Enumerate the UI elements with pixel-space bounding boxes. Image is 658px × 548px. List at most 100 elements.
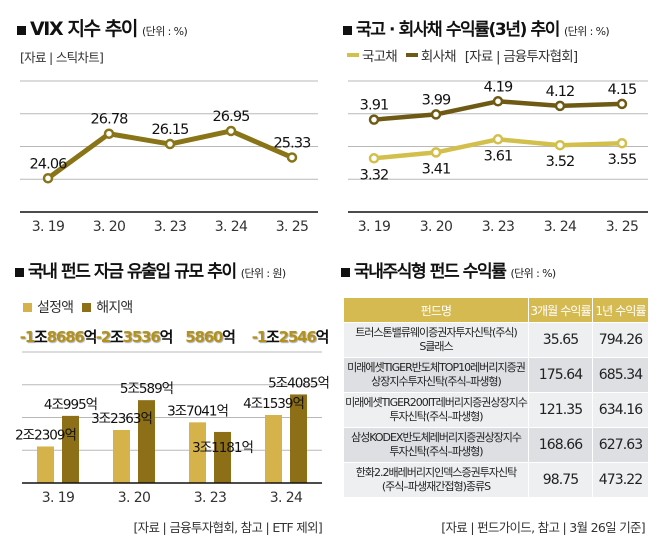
return-1y-cell: 627.63 — [592, 427, 649, 463]
return-3m-cell: 35.65 — [528, 322, 593, 358]
bond-title-text: 국고 · 회사채 수익률(3년) 추이 — [356, 20, 560, 40]
redemption-bar — [290, 394, 307, 483]
return-3m-cell: 121.35 — [528, 392, 593, 428]
fund-flow-source: [자료 | 금융투자협회, 참고 | ETF 제외] — [133, 520, 322, 535]
vix-unit-text: (단위 : %) — [141, 25, 188, 38]
vix-chart-title: VIX 지수 추이 (단위 : %) — [17, 14, 188, 41]
gov-bond-data-label: 3.61 — [484, 148, 513, 164]
x-tick-label: 3. 20 — [118, 490, 151, 506]
col-header-3m-return: 3개월 수익률 — [528, 297, 593, 323]
fund-returns-title-text: 국내주식형 펀드 수익률 — [354, 262, 507, 282]
legend-gov-bond-swatch — [347, 53, 359, 57]
gov-bond-data-label: 3.55 — [608, 152, 637, 168]
gov-bond-data-label: 3.41 — [422, 161, 451, 177]
gov-bond-data-label: 3.32 — [360, 167, 389, 183]
net-amount-unit: 조 — [266, 328, 280, 346]
net-amount-unit: 조 — [34, 328, 48, 346]
x-tick-label: 3. 19 — [32, 219, 65, 235]
fund-name-line: 상장지수투자신탁(주식–파생형) — [371, 375, 502, 388]
x-tick-label: 3. 19 — [42, 490, 75, 506]
gov-bond-data-point — [616, 137, 628, 149]
subscription-bar — [265, 414, 282, 483]
table-header-row: 펀드명 3개월 수익률 1년 수익률 — [343, 297, 649, 323]
net-amount-digits: -1 — [251, 328, 267, 346]
net-flow-label: -1조8686억 — [8, 326, 108, 347]
gov-bond-data-point — [492, 134, 504, 145]
x-tick-label: 3. 20 — [93, 219, 126, 235]
vix-data-label: 26.78 — [90, 112, 128, 128]
vix-data-point — [164, 138, 176, 150]
table-row: 미래에셋TIGER반도체TOP10레버리지증권 상장지수투자신탁(주식–파생형)… — [343, 357, 649, 393]
gov-bond-data-point — [430, 147, 442, 158]
x-tick-label: 3. 24 — [270, 490, 303, 506]
fund-flow-legend: 설정액 해지액 — [23, 297, 133, 317]
net-amount-unit: 억 — [222, 328, 236, 346]
vix-source: [자료 | 스틱차트] — [20, 50, 104, 65]
x-tick-label: 3. 25 — [606, 219, 639, 235]
fund-name-cell: 삼성KODEX반도체레버리지증권상장지수 투자신탁(주식–파생형) — [343, 427, 529, 463]
col-header-fund-name: 펀드명 — [343, 297, 529, 323]
x-tick-label: 3. 24 — [544, 219, 577, 235]
vix-data-point — [225, 125, 237, 137]
subscription-value-label: 4조1539억 — [243, 396, 304, 412]
net-amount-unit: 억 — [315, 328, 330, 346]
corp-bond-data-point — [430, 109, 442, 120]
fund-name-cell: 한화2.2배레버리지인덱스증권투자신탁 (주식–파생재간접형)종류S — [343, 462, 529, 498]
subscription-value-label: 3조7041억 — [167, 403, 228, 419]
fund-name-line: 삼성KODEX반도체레버리지증권상장지수 — [350, 431, 522, 444]
vix-data-label: 26.95 — [212, 109, 249, 125]
vix-title-text: VIX 지수 추이 — [30, 18, 138, 40]
legend-subscription-label: 설정액 — [37, 300, 74, 316]
x-tick-label: 3. 20 — [420, 219, 453, 235]
fund-name-line: 한화2.2배레버리지인덱스증권투자신탁 — [355, 466, 517, 479]
subscription-bar — [37, 446, 54, 483]
fund-name-cell: 미래에셋TIGER200IT레버리지증권상장지수 투자신탁(주식–파생형) — [343, 392, 529, 428]
redemption-bar — [138, 400, 155, 483]
fund-name-line: 미래에셋TIGER200IT레버리지증권상장지수 — [345, 396, 527, 409]
vix-data-label: 25.33 — [273, 135, 311, 151]
gov-bond-data-label: 3.52 — [546, 154, 575, 170]
redemption-value-label: 5조4085억 — [268, 375, 329, 391]
redemption-bar — [214, 431, 231, 483]
gov-bond-data-point — [554, 139, 566, 151]
x-tick-label: 3. 23 — [194, 490, 227, 506]
vix-data-point — [42, 173, 54, 184]
x-tick-label: 3. 23 — [154, 219, 187, 235]
fund-name-cell: 미래에셋TIGER반도체TOP10레버리지증권 상장지수투자신탁(주식–파생형) — [343, 357, 529, 393]
fund-name-line: 투자신탁(주식–파생형) — [389, 410, 483, 423]
net-amount-digits: -1 — [19, 328, 35, 346]
return-1y-cell: 634.16 — [592, 392, 649, 428]
corp-bond-data-point — [616, 98, 628, 110]
subscription-bar — [189, 422, 206, 483]
x-tick-label: 3. 24 — [215, 219, 248, 235]
fund-name-line: 미래에셋TIGER반도체TOP10레버리지증권 — [347, 361, 526, 374]
table-row: 트러스톤밸류웨이증권자투자신탁(주식) S클래스 35.65 794.26 — [343, 322, 649, 358]
return-3m-cell: 175.64 — [528, 357, 593, 393]
x-tick-label: 3. 25 — [276, 219, 309, 235]
subscription-value-label: 3조2363억 — [91, 411, 152, 427]
legend-redemption-label: 해지액 — [96, 300, 133, 316]
return-1y-cell: 685.34 — [592, 357, 649, 393]
return-1y-cell: 794.26 — [592, 322, 649, 358]
fund-returns-unit-text: (단위 : %) — [510, 267, 556, 280]
corp-bond-data-label: 3.91 — [360, 98, 389, 114]
bond-source: [자료 | 금융투자협회] — [464, 49, 578, 65]
vix-data-label: 26.15 — [151, 122, 188, 138]
fund-returns-title: 국내주식형 펀드 수익률 (단위 : %) — [341, 257, 556, 282]
corp-bond-data-label: 4.19 — [484, 79, 513, 95]
net-amount-digits: 8686 — [46, 328, 85, 346]
corp-bond-data-label: 3.99 — [422, 92, 451, 108]
fund-flow-chart-title: 국내 펀드 자금 유출입 규모 추이 (단위 : 원) — [15, 257, 286, 282]
return-3m-cell: 98.75 — [528, 462, 593, 498]
vix-data-point — [103, 128, 115, 139]
table-row: 한화2.2배레버리지인덱스증권투자신탁 (주식–파생재간접형)종류S 98.75… — [343, 462, 649, 498]
legend-redemption-swatch — [82, 302, 92, 312]
fund-returns-table: 펀드명 3개월 수익률 1년 수익률 트러스톤밸류웨이증권자투자신탁(주식) S… — [343, 297, 649, 498]
fund-name-line: S클래스 — [419, 340, 453, 353]
vix-data-label: 24.06 — [29, 156, 67, 172]
redemption-value-label: 3조1181억 — [192, 440, 253, 456]
subscription-value-label: 2조2309억 — [15, 427, 76, 443]
corp-bond-data-label: 4.12 — [546, 84, 575, 100]
col-header-1y-return: 1년 수익률 — [592, 297, 649, 323]
bond-unit-text: (단위 : %) — [563, 25, 610, 38]
